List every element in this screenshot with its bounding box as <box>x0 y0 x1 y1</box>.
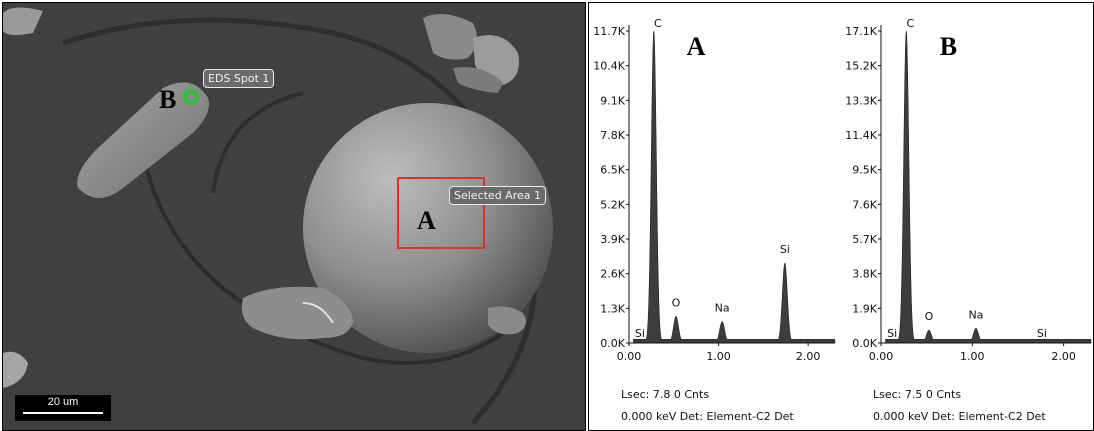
scale-bar-label: 20 um <box>47 396 79 408</box>
y-tick-label-B: 0.0K <box>852 337 877 350</box>
substrate-arc-mid <box>211 91 304 194</box>
spectrum-area-B <box>885 31 1092 344</box>
y-tick-label-B: 17.1K <box>845 25 877 38</box>
debris-highlight <box>302 302 334 324</box>
substrate-arc-inner <box>141 152 505 365</box>
eds-spot-marker[interactable] <box>183 89 199 105</box>
y-tick-label-B: 7.6K <box>852 198 877 211</box>
sem-image-panel: EDS Spot 1 Selected Area 1 B A 20 um <box>2 2 586 431</box>
eds-spectra-svg: 0.0K 1.3K 2.6K 3.9K 5.2K 6.5K 7.8K 9.1K 10.4K 11.… <box>593 17 1092 423</box>
substrate-arc-outer <box>62 17 538 425</box>
peak-label-o: O <box>672 296 681 309</box>
y-tick-label-A: 6.5K <box>600 164 625 177</box>
eds-spot-tag[interactable]: EDS Spot 1 <box>203 69 275 88</box>
peak-label-c: C <box>906 17 914 30</box>
x-tick-label-A: 0.00 <box>617 350 642 363</box>
y-tick-label-B: 11.4K <box>845 129 877 142</box>
sem-micrograph <box>3 3 585 430</box>
y-tick-label-B: 15.2K <box>845 60 877 73</box>
debris-top-left <box>3 7 43 36</box>
y-tick-label-A: 7.8K <box>600 129 625 142</box>
y-tick-label-B: 3.8K <box>852 268 877 281</box>
spectrum-footer-lsec: Lsec: 7.5 0 Cnts <box>873 388 961 401</box>
y-tick-label-A: 2.6K <box>600 268 625 281</box>
x-tick-label-B: 0.00 <box>869 350 894 363</box>
x-tick-label-B: 1.00 <box>960 350 985 363</box>
y-tick-label-B: 9.5K <box>852 164 877 177</box>
peak-label-o: O <box>925 310 934 323</box>
y-tick-label-B: 1.9K <box>852 302 877 315</box>
debris-bottom-right <box>488 306 527 335</box>
x-tick-label-A: 2.00 <box>796 350 821 363</box>
peak-label-na: Na <box>715 302 730 315</box>
debris-bottom-left <box>3 351 28 388</box>
y-tick-label-A: 11.7K <box>593 25 625 38</box>
spectrum-footer-detector: 0.000 keV Det: Element-C2 Det <box>873 410 1046 423</box>
x-tick-label-B: 2.00 <box>1051 350 1076 363</box>
debris-top-right <box>423 14 477 60</box>
scale-bar: 20 um <box>15 395 111 421</box>
peak-label-si: Si <box>1037 327 1047 340</box>
peak-label-na: Na <box>968 308 983 321</box>
peak-label-si: Si <box>780 243 790 256</box>
eds-spectra-panel: 0.0K 1.3K 2.6K 3.9K 5.2K 6.5K 7.8K 9.1K 10.4K 11.… <box>588 2 1094 431</box>
peak-label-c: C <box>654 17 662 30</box>
scale-bar-line <box>23 412 103 414</box>
y-tick-label-A: 9.1K <box>600 94 625 107</box>
spectrum-footer-lsec: Lsec: 7.8 0 Cnts <box>621 388 709 401</box>
x-tick-label-A: 1.00 <box>706 350 731 363</box>
peak-label-si: Si <box>635 327 645 340</box>
spot-marker-letter: B <box>159 85 177 114</box>
spectrum-footer-detector: 0.000 keV Det: Element-C2 Det <box>621 410 794 423</box>
spectrum-panel-letter: A <box>687 32 706 61</box>
peak-label-si: Si <box>887 327 897 340</box>
debris-right-small <box>453 67 503 93</box>
y-tick-label-A: 0.0K <box>600 337 625 350</box>
y-tick-label-A: 3.9K <box>600 233 625 246</box>
selected-area-box[interactable] <box>397 177 485 249</box>
y-tick-label-A: 1.3K <box>600 302 625 315</box>
spectrum-panel-letter: B <box>940 32 957 61</box>
y-tick-label-B: 5.7K <box>852 233 877 246</box>
debris-bottom-center <box>241 286 353 340</box>
spherical-particle <box>303 103 553 353</box>
y-tick-label-A: 5.2K <box>600 198 625 211</box>
y-tick-label-B: 13.3K <box>845 94 877 107</box>
area-marker-letter: A <box>417 206 436 235</box>
spectrum-area-A <box>633 31 836 344</box>
rod-particle <box>77 82 210 198</box>
selected-area-tag[interactable]: Selected Area 1 <box>449 186 546 205</box>
y-tick-label-A: 10.4K <box>593 60 625 73</box>
